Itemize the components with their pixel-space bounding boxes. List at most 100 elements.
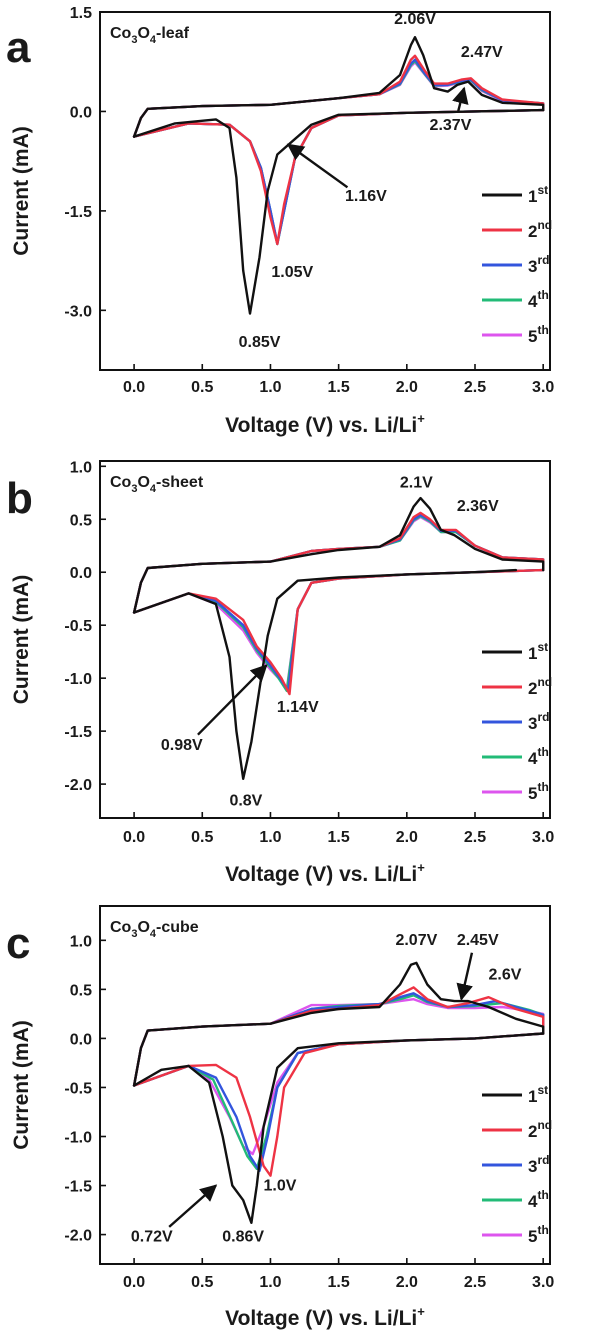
cv-curve-5th-cathodic: [132, 568, 545, 690]
y-tick-label: -1.0: [64, 1129, 92, 1146]
x-tick-label: 2.5: [464, 1274, 486, 1291]
x-tick-label: 1.5: [328, 829, 350, 846]
y-tick-label: -0.5: [64, 618, 92, 635]
peak-annotation: 2.6V: [489, 967, 522, 984]
y-axis-title: Current (mA): [10, 575, 33, 705]
peak-annotation: 1.16V: [345, 188, 387, 205]
y-tick-label: 0.5: [70, 982, 92, 999]
peak-annotation: 2.47V: [461, 44, 503, 61]
chart-panel-a: 1.5 0.0 -1.5 -3.0 0.0 0.5 1.0 1.5 2.0 2.5 3.0 a Co3O…: [6, 5, 554, 437]
cv-curve-1st-cathodic: [132, 108, 545, 315]
cv-curve-1st-anodic: [132, 36, 545, 138]
x-tick-label: 0.5: [191, 1274, 213, 1291]
legend-label: 2nd: [528, 218, 552, 241]
y-tick-label: -0.5: [64, 1080, 92, 1097]
x-tick-label: 1.0: [259, 829, 281, 846]
plot-frame: [99, 905, 551, 1265]
panel-letter: c: [6, 919, 30, 968]
legend-label: 2nd: [528, 675, 552, 698]
legend-label: 2nd: [528, 1118, 552, 1141]
legend-label: 1st: [528, 640, 548, 663]
x-tick-label: 0.0: [123, 829, 145, 846]
y-tick-label: 1.0: [70, 459, 92, 476]
peak-annotation: 1.05V: [271, 264, 313, 281]
peak-annotation: 0.8V: [229, 792, 262, 809]
x-tick-label: 1.5: [328, 379, 350, 396]
peak-arrow: [168, 1184, 218, 1228]
sample-label: Co3O4-sheet: [110, 474, 204, 495]
cv-curve-3rd-cathodic: [132, 1032, 545, 1173]
legend-label: 3rd: [528, 1153, 549, 1176]
panel-letter: b: [6, 474, 33, 523]
legend-label: 4th: [528, 745, 549, 768]
y-axis-title: Current (mA): [10, 1020, 33, 1150]
cv-curve-5th-cathodic: [132, 1032, 545, 1156]
peak-arrow: [452, 86, 469, 112]
y-tick-label: 0.0: [70, 565, 92, 582]
legend-label: 1st: [528, 183, 548, 206]
peak-annotation: 2.06V: [394, 11, 436, 28]
y-tick-label: 1.5: [70, 5, 92, 22]
panel-letter: a: [6, 23, 31, 72]
x-tick-label: 0.0: [123, 379, 145, 396]
x-tick-label: 2.0: [396, 1274, 418, 1291]
peak-annotation: 0.85V: [239, 334, 281, 351]
x-tick-label: 1.5: [328, 1274, 350, 1291]
peak-arrow: [286, 143, 349, 189]
cv-curve-3rd-cathodic: [132, 108, 545, 246]
y-tick-label: 0.0: [70, 1031, 92, 1048]
x-tick-label: 2.0: [396, 379, 418, 396]
legend-label: 5th: [528, 323, 549, 346]
cv-curve-2nd-cathodic: [132, 568, 545, 696]
peak-annotation: 2.07V: [395, 932, 437, 949]
x-tick-label: 0.0: [123, 1274, 145, 1291]
legend-label: 4th: [528, 1188, 549, 1211]
y-tick-label: 0.5: [70, 512, 92, 529]
peak-annotation: 0.98V: [161, 737, 203, 754]
y-axis-title: Current (mA): [10, 126, 33, 256]
x-tick-label: 2.0: [396, 829, 418, 846]
cv-curve-2nd-anodic: [132, 511, 545, 614]
chart-panel-c: 1.0 0.5 0.0 -0.5 -1.0 -1.5 -2.0 0.0 0.5 1.0 1.5 2.0…: [6, 905, 554, 1330]
legend-label: 4th: [528, 288, 549, 311]
cv-curve-1st-anodic: [132, 961, 545, 1087]
y-tick-label: 0.0: [70, 104, 92, 121]
x-tick-label: 3.0: [532, 379, 554, 396]
cv-curve-4th-cathodic: [132, 1032, 545, 1171]
legend-label: 5th: [528, 780, 549, 803]
cv-curve-2nd-cathodic: [132, 1032, 545, 1177]
peak-annotation: 1.0V: [264, 1177, 297, 1194]
cv-curve-3rd-cathodic: [132, 568, 545, 693]
x-axis-title: Voltage (V) vs. Li/Li+: [225, 411, 425, 437]
sample-label: Co3O4-cube: [110, 919, 199, 940]
y-tick-label: -1.5: [64, 1179, 92, 1196]
cv-curve-5th-anodic: [132, 61, 545, 138]
peak-annotation: 2.36V: [457, 498, 499, 515]
x-tick-label: 3.0: [532, 829, 554, 846]
x-axis-title: Voltage (V) vs. Li/Li+: [225, 860, 425, 886]
chart-panel-b: 1.0 0.5 0.0 -0.5 -1.0 -1.5 -2.0 0.0 0.5 1.0 1.5 2.0…: [6, 459, 554, 886]
legend-label: 5th: [528, 1223, 549, 1246]
y-tick-label: -1.5: [64, 204, 92, 221]
cv-curve-4th-cathodic: [132, 568, 545, 693]
peak-annotation: 0.86V: [222, 1228, 264, 1245]
legend-label: 3rd: [528, 253, 549, 276]
peak-arrow: [456, 952, 474, 1001]
cv-curve-2nd-cathodic: [132, 108, 545, 246]
cv-curve-4th-cathodic: [132, 108, 545, 246]
plot-frame: [99, 11, 551, 371]
x-tick-label: 1.0: [259, 1274, 281, 1291]
y-tick-label: -3.0: [64, 303, 92, 320]
y-tick-label: -2.0: [64, 777, 92, 794]
x-tick-label: 0.5: [191, 379, 213, 396]
peak-arrow: [197, 664, 268, 736]
legend-label: 3rd: [528, 710, 549, 733]
x-tick-label: 3.0: [532, 1274, 554, 1291]
peak-annotation: 2.37V: [430, 117, 472, 134]
x-axis-title: Voltage (V) vs. Li/Li+: [225, 1304, 425, 1330]
y-tick-label: 1.0: [70, 933, 92, 950]
x-tick-label: 2.5: [464, 829, 486, 846]
cv-curve-1st-cathodic: [132, 568, 518, 780]
plot-frame: [99, 460, 551, 819]
peak-annotation: 0.72V: [131, 1228, 173, 1245]
